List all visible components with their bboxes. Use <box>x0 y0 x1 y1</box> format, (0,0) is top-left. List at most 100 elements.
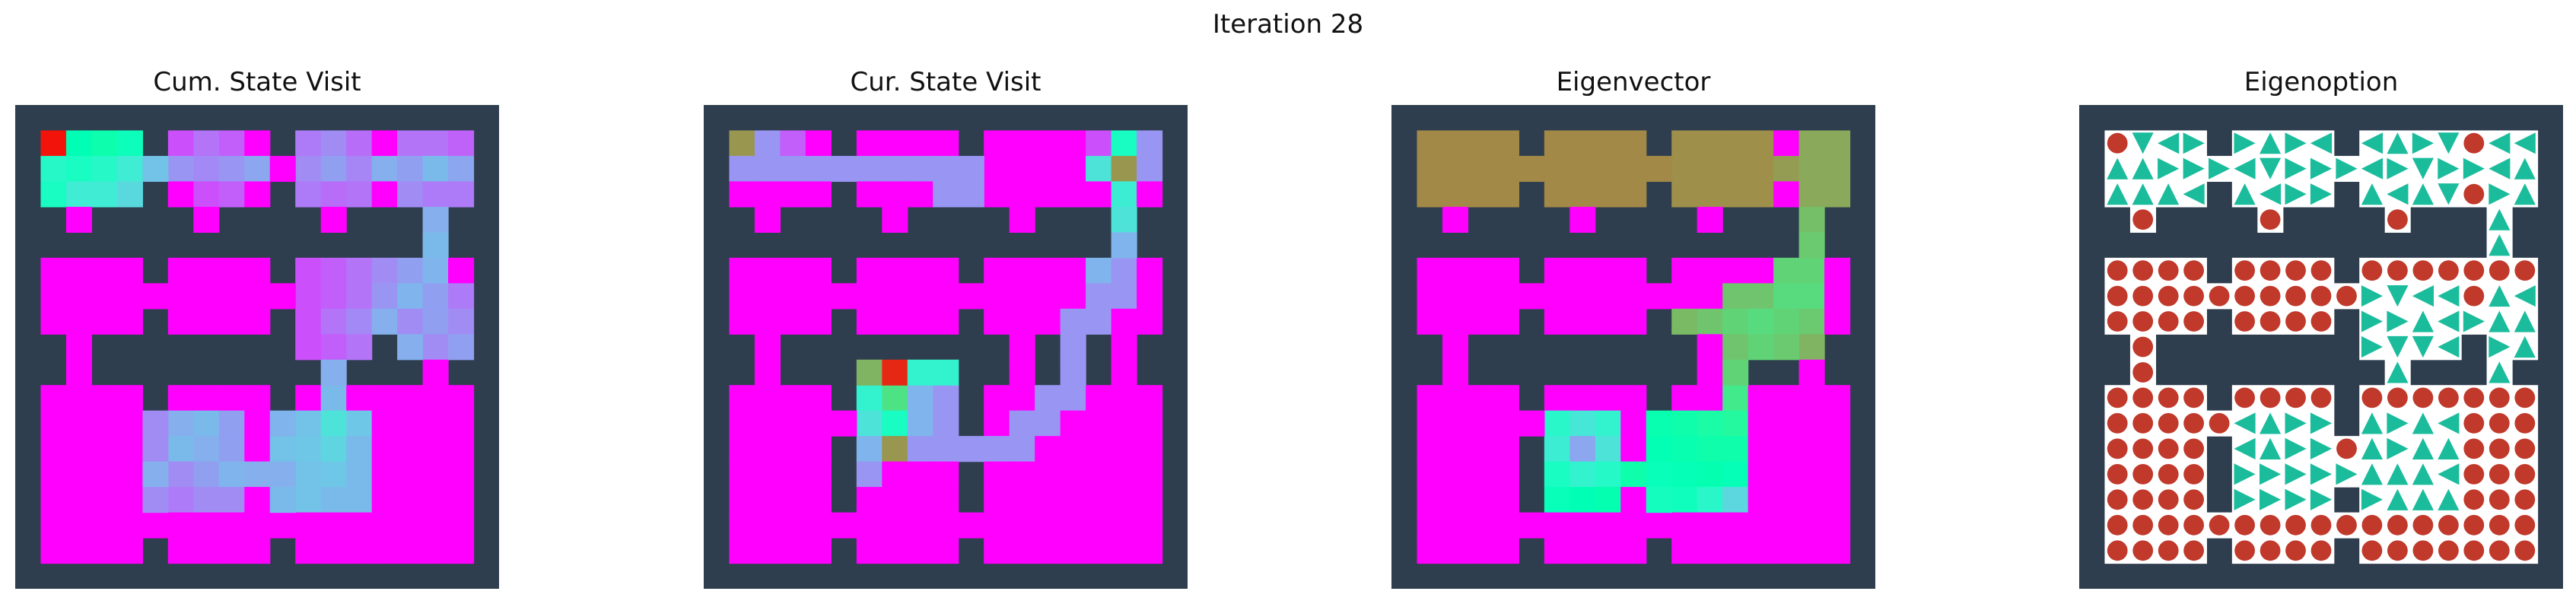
heatmap-cell <box>371 512 398 539</box>
heatmap-cell <box>371 538 398 564</box>
heatmap-cell <box>1722 334 1749 361</box>
option-arrow <box>2310 463 2333 485</box>
heatmap-cell <box>856 410 883 437</box>
heatmap-cell <box>65 410 93 437</box>
heatmap-cell <box>805 130 832 157</box>
heatmap-cell <box>1035 257 1061 284</box>
heatmap-cell <box>754 130 781 157</box>
heatmap-cell <box>882 155 908 183</box>
heatmap-cell <box>244 130 271 157</box>
option-arrow <box>2209 157 2231 180</box>
terminal-marker <box>2336 285 2357 307</box>
heatmap-cell <box>116 257 143 284</box>
terminal-marker <box>2107 540 2128 561</box>
option-arrow <box>2285 437 2307 459</box>
heatmap-cell <box>907 410 933 437</box>
heatmap-cell <box>1060 436 1086 463</box>
heatmap-cell <box>1824 257 1851 284</box>
heatmap-cell <box>218 283 245 310</box>
heatmap-cell <box>244 283 271 310</box>
terminal-marker <box>2361 514 2383 536</box>
terminal-marker <box>2107 387 2128 408</box>
heatmap-cell <box>856 308 883 335</box>
heatmap-cell <box>1646 410 1672 437</box>
terminal-marker <box>2209 514 2230 536</box>
heatmap-cell <box>1417 308 1443 335</box>
heatmap-cell <box>1798 283 1825 310</box>
heatmap-cell <box>1442 130 1469 157</box>
heatmap-cell <box>1620 181 1647 208</box>
heatmap-cell <box>422 155 449 183</box>
heatmap-cell <box>1544 436 1570 463</box>
heatmap-cell <box>805 436 832 463</box>
heatmap-cell <box>371 181 398 208</box>
heatmap-cell <box>1773 257 1800 284</box>
heatmap-cell <box>780 461 806 488</box>
heatmap-cell <box>1697 359 1723 386</box>
heatmap-cell <box>320 308 347 335</box>
heatmap-cell <box>1798 538 1825 564</box>
terminal-marker <box>2489 464 2510 485</box>
terminal-marker <box>2489 260 2510 281</box>
terminal-marker <box>2412 387 2434 408</box>
terminal-marker <box>2107 464 2128 485</box>
heatmap-cell <box>754 512 781 539</box>
option-arrow <box>2285 412 2307 434</box>
terminal-marker <box>2132 540 2154 561</box>
heatmap-cell <box>1544 181 1570 208</box>
heatmap-cell <box>780 130 806 157</box>
heatmap-cell <box>1798 436 1825 463</box>
heatmap-cell <box>448 410 475 437</box>
option-arrow <box>2361 335 2383 358</box>
terminal-marker <box>2285 387 2306 408</box>
option-arrow <box>2361 183 2383 205</box>
heatmap-cell <box>805 308 832 335</box>
terminal-marker <box>2260 311 2281 332</box>
heatmap-cell <box>167 512 194 539</box>
heatmap-cell <box>371 257 398 284</box>
heatmap-cell <box>1060 334 1086 361</box>
heatmap-cell <box>1009 538 1035 564</box>
heatmap-cell <box>269 461 296 488</box>
option-arrow <box>2234 412 2256 434</box>
heatmap-cell <box>1493 283 1519 310</box>
option-arrow <box>2438 157 2460 180</box>
heatmap-cell <box>1824 410 1851 437</box>
option-arrow <box>2310 132 2333 154</box>
heatmap-cell <box>320 512 347 539</box>
heatmap-cell <box>448 538 475 564</box>
heatmap-cell <box>1697 538 1723 564</box>
heatmap-cell <box>1468 181 1494 208</box>
option-arrow <box>2412 183 2434 205</box>
heatmap-cell <box>1697 155 1723 183</box>
heatmap-cell <box>397 410 424 437</box>
heatmap-cell <box>1442 308 1469 335</box>
terminal-marker <box>2107 132 2128 154</box>
terminal-marker <box>2514 413 2536 434</box>
heatmap-cell <box>65 334 93 361</box>
terminal-marker <box>2438 387 2459 408</box>
heatmap-cell <box>218 308 245 335</box>
heatmap-cell <box>295 334 322 361</box>
heatmap-cell <box>933 436 959 463</box>
terminal-marker <box>2514 438 2536 459</box>
heatmap-cell <box>1697 512 1723 539</box>
heatmap-cell <box>754 181 781 208</box>
option-arrow <box>2514 132 2536 154</box>
heatmap-cell <box>1671 461 1698 488</box>
heatmap-cell <box>856 436 883 463</box>
terminal-marker <box>2260 387 2281 408</box>
terminal-marker <box>2107 489 2128 510</box>
heatmap-cell <box>1595 487 1621 513</box>
heatmap-cell <box>1671 130 1698 157</box>
heatmap-cell <box>218 410 245 437</box>
heatmap-cell <box>91 538 118 564</box>
option-arrow <box>2489 285 2511 307</box>
terminal-marker <box>2132 311 2154 332</box>
heatmap-cell <box>40 436 67 463</box>
heatmap-cell <box>244 538 271 564</box>
terminal-marker <box>2132 260 2154 281</box>
heatmap-cell <box>1086 385 1112 412</box>
heatmap-cell <box>1544 461 1570 488</box>
heatmap-cell <box>729 461 755 488</box>
